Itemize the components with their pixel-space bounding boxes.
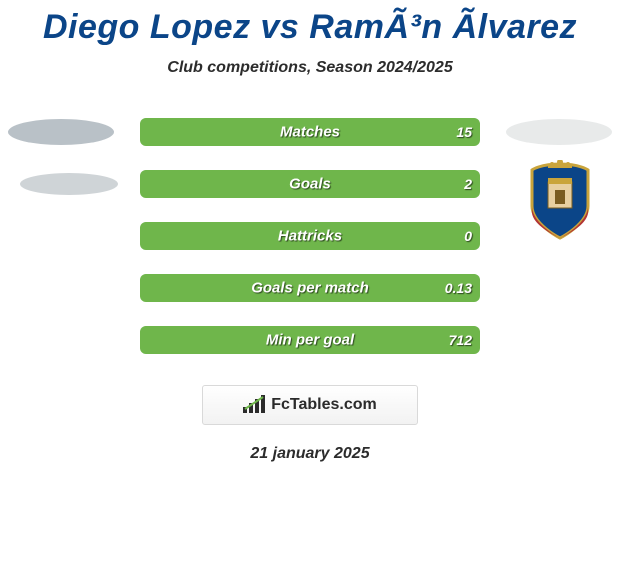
subtitle: Club competitions, Season 2024/2025 <box>0 59 620 77</box>
stat-row: Min per goal 712 <box>0 317 620 363</box>
stat-label: Min per goal <box>140 332 480 349</box>
placeholder-oval-icon <box>8 119 114 145</box>
fctables-logo: FcTables.com <box>202 385 418 425</box>
stat-row: Goals per match 0.13 <box>0 265 620 311</box>
player-left-badge <box>20 173 118 195</box>
player-right-badge <box>506 119 612 145</box>
stat-value-right: 712 <box>449 332 472 348</box>
stat-bar: Goals 2 <box>140 170 480 198</box>
stat-value-right: 0 <box>464 228 472 244</box>
stat-label: Goals <box>140 176 480 193</box>
stat-value-right: 2 <box>464 176 472 192</box>
placeholder-oval-icon <box>20 173 118 195</box>
player-left-badge <box>8 119 114 145</box>
stat-bar: Min per goal 712 <box>140 326 480 354</box>
stat-bar: Goals per match 0.13 <box>140 274 480 302</box>
page-title: Diego Lopez vs RamÃ³n Ãlvarez <box>0 8 620 47</box>
stats-rows: Matches 15 Goals 2 <box>0 109 620 363</box>
stat-bar: Matches 15 <box>140 118 480 146</box>
stat-bar: Hattricks 0 <box>140 222 480 250</box>
stat-row: Matches 15 <box>0 109 620 155</box>
stat-row: Hattricks 0 <box>0 213 620 259</box>
stat-label: Goals per match <box>140 280 480 297</box>
bar-chart-icon <box>243 395 265 415</box>
stat-value-right: 15 <box>456 124 472 140</box>
fctables-logo-text: FcTables.com <box>271 396 377 414</box>
date-text: 21 january 2025 <box>0 445 620 463</box>
placeholder-oval-icon <box>506 119 612 145</box>
stat-label: Matches <box>140 124 480 141</box>
stat-label: Hattricks <box>140 228 480 245</box>
stat-row: Goals 2 <box>0 161 620 207</box>
stat-value-right: 0.13 <box>445 280 472 296</box>
